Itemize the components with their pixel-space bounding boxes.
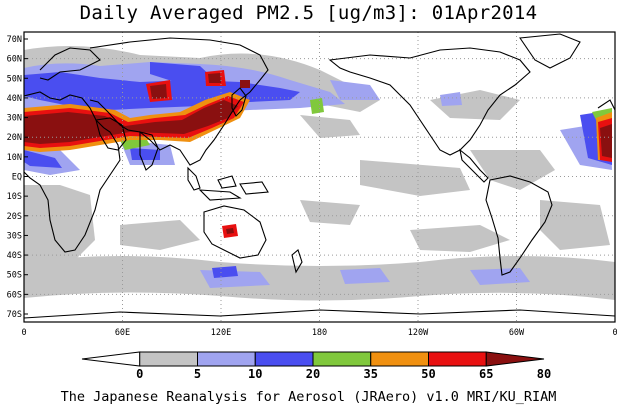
colorbar-segment bbox=[197, 351, 256, 367]
colorbar-segment bbox=[428, 351, 487, 367]
map-title: Daily Averaged PM2.5 [ug/m3]: 01Apr2014 bbox=[79, 2, 538, 24]
lon-tick-label: 0 bbox=[612, 328, 617, 338]
lat-tick-label: 60N bbox=[7, 55, 22, 65]
lon-tick-label: 60W bbox=[509, 328, 525, 338]
lat-tick-label: 50N bbox=[7, 74, 22, 84]
colorbar-tick-label: 0 bbox=[136, 367, 143, 381]
lat-tick-label: 30S bbox=[7, 231, 22, 241]
lat-tick-label: 20N bbox=[7, 133, 22, 143]
colorbar-tick-label: 65 bbox=[479, 367, 493, 381]
lat-tick-label: 10S bbox=[7, 192, 22, 202]
colorbar-segment bbox=[370, 351, 429, 367]
lat-tick-label: 40N bbox=[7, 94, 22, 104]
lon-tick-label: 0 bbox=[21, 328, 26, 338]
lat-tick-label: 40S bbox=[7, 251, 22, 261]
colorbar-tick-label: 50 bbox=[421, 367, 435, 381]
lon-tick-label: 180 bbox=[312, 328, 327, 338]
lat-tick-label: 30N bbox=[7, 114, 22, 124]
colorbar-segment bbox=[485, 351, 545, 367]
lon-tick-label: 60E bbox=[115, 328, 130, 338]
colorbar-tick-label: 10 bbox=[248, 367, 262, 381]
lat-tick-label: 60S bbox=[7, 290, 22, 300]
lon-tick-label: 120E bbox=[211, 328, 231, 338]
lon-tick-label: 120W bbox=[408, 328, 429, 338]
lat-tick-label: 50S bbox=[7, 271, 22, 281]
map-footer: The Japanese Reanalysis for Aerosol (JRA… bbox=[60, 389, 557, 405]
pm25-band-80-plus bbox=[24, 73, 612, 234]
longitude-axis: 0 60E 120E 180 120W 60W 0 bbox=[21, 328, 617, 338]
colorbar-tick-label: 5 bbox=[194, 367, 201, 381]
lat-tick-label: 70S bbox=[7, 310, 22, 320]
coastlines bbox=[24, 33, 615, 319]
colorbar-segment bbox=[312, 351, 372, 367]
lat-tick-label: 10N bbox=[7, 153, 22, 163]
lat-tick-label: 70N bbox=[7, 35, 22, 45]
colorbar-tick-label: 35 bbox=[364, 367, 378, 381]
pm25-map: 70N 60N 50N 40N 30N 20N 10N EQ 10S 20S 30S 40S 50S 60… bbox=[7, 31, 617, 338]
colorbar-tick-label: 80 bbox=[537, 367, 551, 381]
lat-tick-label: 20S bbox=[7, 212, 22, 222]
colorbar-segment bbox=[254, 351, 314, 367]
colorbar-segment bbox=[139, 351, 198, 367]
colorbar-segment bbox=[81, 351, 141, 367]
lat-tick-label: EQ bbox=[12, 173, 22, 183]
colorbar-tick-label: 20 bbox=[306, 367, 320, 381]
latitude-axis: 70N 60N 50N 40N 30N 20N 10N EQ 10S 20S 30S 40S 50S 60… bbox=[7, 35, 28, 320]
